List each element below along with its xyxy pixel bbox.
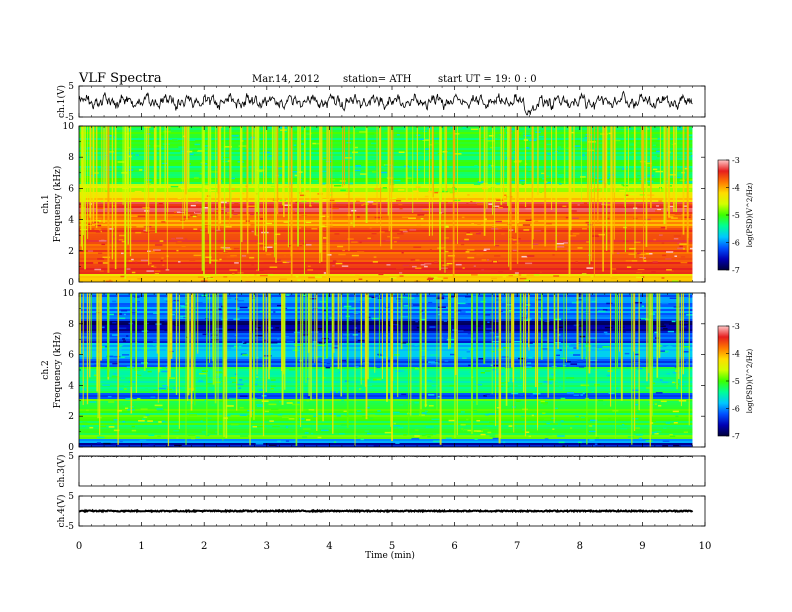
ch2-channel-label: ch.2 bbox=[41, 360, 51, 379]
date-label: Mar.14, 2012 bbox=[252, 74, 320, 85]
panel-frame-w1 bbox=[78, 85, 706, 118]
ch1-freq-tick: 2 bbox=[68, 247, 74, 257]
colorbar-label: log(PSD)(V^2/Hz) bbox=[746, 348, 754, 413]
x-tick-label: 0 bbox=[76, 541, 82, 552]
ch1-freq-tick: 6 bbox=[68, 184, 74, 194]
colorbar-tick: -4 bbox=[732, 184, 740, 193]
ch3-y-tick: 5 bbox=[68, 452, 74, 462]
ch1-waveform-line bbox=[78, 90, 693, 116]
ch2-freq-ylabel: Frequency (kHz) bbox=[52, 332, 63, 409]
ch2-freq-tick: 8 bbox=[68, 320, 74, 330]
figure-title: VLF Spectra bbox=[79, 71, 162, 86]
ch1-y-tick: 5 bbox=[68, 82, 74, 92]
colorbar-tick: -6 bbox=[732, 239, 740, 248]
x-axis-label: Time (min) bbox=[365, 550, 415, 561]
ch2-freq-tick: 2 bbox=[68, 412, 74, 422]
x-tick-label: 5 bbox=[389, 541, 395, 552]
x-tick-label: 7 bbox=[514, 541, 520, 552]
x-tick-label: 10 bbox=[699, 541, 712, 552]
ch1-ylabel: ch.1(V) bbox=[56, 85, 67, 118]
ch1-spectrogram bbox=[79, 126, 705, 282]
ch1-freq-ylabel: Frequency (kHz) bbox=[52, 166, 63, 243]
ch1-freq-tick: 4 bbox=[68, 216, 74, 226]
ch3-ylabel: ch.3(V) bbox=[56, 455, 67, 488]
ch4-waveform-line bbox=[78, 508, 694, 514]
ch2-freq-tick: 6 bbox=[68, 351, 74, 361]
ch4-ylabel: ch.4(V) bbox=[56, 495, 67, 528]
ch2-spectrogram bbox=[79, 293, 705, 447]
ch1-channel-label: ch.1 bbox=[41, 194, 51, 213]
x-tick-label: 6 bbox=[451, 541, 457, 552]
colorbar-tick: -5 bbox=[732, 211, 740, 220]
colorbar-tick: -6 bbox=[732, 405, 740, 414]
station-label: station= ATH bbox=[343, 74, 412, 85]
colorbar-label: log(PSD)(V^2/Hz) bbox=[746, 182, 754, 247]
panel-frame-w3 bbox=[78, 455, 706, 487]
colorbar-tick: -5 bbox=[732, 377, 740, 386]
ch1-y-tick: -5 bbox=[65, 113, 74, 123]
ch2-freq-tick: 0 bbox=[68, 443, 74, 453]
colorbar-tick: -3 bbox=[732, 156, 740, 165]
colorbar-tick: -7 bbox=[732, 266, 740, 275]
ch4-y-tick: -5 bbox=[65, 522, 74, 532]
x-tick-label: 3 bbox=[264, 541, 270, 552]
x-tick-label: 1 bbox=[138, 541, 144, 552]
start-ut-label: start UT = 19: 0 : 0 bbox=[438, 74, 537, 85]
colorbar-tick: -3 bbox=[732, 322, 740, 331]
ch2-freq-tick: 10 bbox=[63, 289, 75, 299]
ch1-freq-tick: 0 bbox=[68, 278, 74, 288]
x-tick-label: 9 bbox=[639, 541, 645, 552]
ch1-freq-tick: 8 bbox=[68, 153, 74, 163]
colorbar-tick: -4 bbox=[732, 350, 740, 359]
x-tick-label: 2 bbox=[201, 541, 207, 552]
x-tick-label: 8 bbox=[577, 541, 583, 552]
ch2-freq-tick: 4 bbox=[68, 381, 74, 391]
ch1-freq-tick: 10 bbox=[63, 122, 75, 132]
x-tick-label: 4 bbox=[326, 541, 332, 552]
ch4-y-tick: 5 bbox=[68, 492, 74, 502]
colorbar-tick: -7 bbox=[732, 432, 740, 441]
